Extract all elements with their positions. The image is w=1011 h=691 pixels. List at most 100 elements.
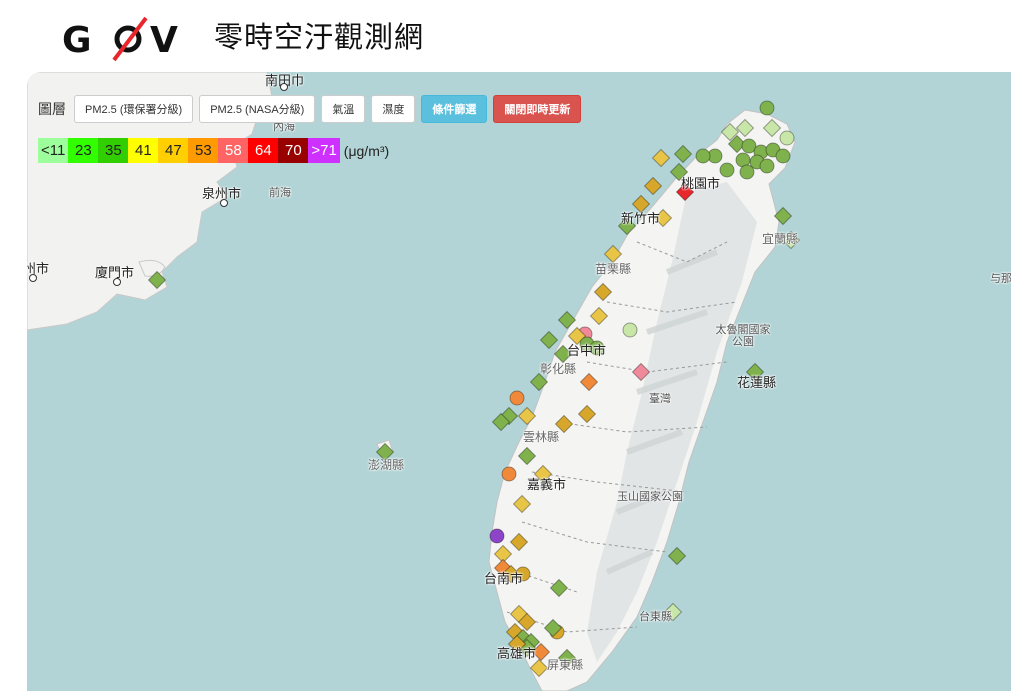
layer-label: 圖層	[38, 101, 66, 117]
map-label-qianhai: 前海	[269, 187, 291, 199]
map-label-chiayi: 嘉義市	[527, 477, 567, 492]
sensor-marker[interactable]	[779, 130, 795, 146]
sensor-marker[interactable]	[589, 306, 609, 326]
sensor-marker[interactable]	[509, 390, 525, 406]
sensor-marker[interactable]	[531, 642, 551, 662]
sensor-marker[interactable]	[622, 322, 638, 338]
legend-swatch-6: 58	[218, 138, 249, 163]
sensor-marker[interactable]	[517, 612, 537, 632]
sensor-marker[interactable]	[673, 144, 693, 164]
sensor-marker[interactable]	[651, 148, 671, 168]
map-label-yonaguni: 与那	[990, 273, 1011, 285]
sensor-marker[interactable]	[579, 372, 599, 392]
map-label-taichung: 台中市	[567, 343, 607, 358]
pm25-nasa-button[interactable]: PM2.5 (NASA分級)	[199, 95, 316, 123]
city-dot-top	[280, 83, 288, 91]
sensor-marker[interactable]	[529, 372, 549, 392]
map-label-taitung: 台東縣	[639, 611, 672, 623]
sensor-marker[interactable]	[762, 118, 782, 138]
sensor-marker[interactable]	[529, 658, 549, 678]
legend-swatch-9: >71	[308, 138, 340, 163]
map-label-yunlin: 雲林縣	[523, 430, 560, 444]
sensor-markers[interactable]	[147, 100, 801, 678]
sensor-marker[interactable]	[675, 182, 695, 202]
sensor-marker[interactable]	[720, 122, 740, 142]
humidity-button[interactable]: 濕度	[371, 95, 416, 123]
map-label-quanzhou: 泉州市	[202, 186, 242, 201]
svg-text:G: G	[62, 20, 92, 61]
sensor-marker[interactable]	[781, 230, 801, 250]
legend-swatch-4: 47	[158, 138, 189, 163]
sensor-marker[interactable]	[735, 118, 755, 138]
svg-text:V: V	[150, 20, 178, 61]
sensor-marker[interactable]	[739, 164, 755, 180]
map-canvas[interactable]	[27, 72, 1011, 691]
sensor-marker[interactable]	[663, 602, 683, 622]
map-label-top-city: 南田巾	[265, 73, 305, 88]
sensor-marker[interactable]	[759, 100, 775, 116]
app-header: G V 零時空汙觀測網	[0, 0, 1011, 72]
legend-swatch-1: 23	[68, 138, 99, 163]
legend-unit: (μg/m³)	[343, 142, 390, 159]
map-label-yushan: 玉山國家公園	[617, 491, 683, 503]
sensor-marker[interactable]	[667, 546, 687, 566]
sensor-marker[interactable]	[507, 634, 527, 654]
legend-swatch-5: 53	[188, 138, 219, 163]
sensor-marker[interactable]	[603, 244, 623, 264]
pm25-epa-button[interactable]: PM2.5 (環保署分級)	[74, 95, 194, 123]
legend-swatch-0: <11	[38, 138, 69, 163]
sensor-marker[interactable]	[533, 464, 553, 484]
mountain-ridges	[605, 249, 719, 575]
sensor-marker[interactable]	[643, 176, 663, 196]
legend-swatch-8: 70	[278, 138, 309, 163]
map-label-miaoli: 苗栗縣	[595, 262, 632, 276]
sensor-marker[interactable]	[501, 564, 521, 584]
sensor-marker[interactable]	[727, 134, 747, 154]
sensor-marker[interactable]	[517, 406, 537, 426]
sensor-marker[interactable]	[512, 494, 532, 514]
sensor-marker[interactable]	[617, 216, 637, 236]
sensor-marker[interactable]	[515, 566, 531, 582]
stop-realtime-update-button[interactable]: 關閉即時更新	[493, 95, 582, 123]
sensor-marker[interactable]	[593, 282, 613, 302]
sensor-marker[interactable]	[493, 544, 513, 564]
map-label-kaohsiung: 高雄市	[497, 646, 537, 661]
sensor-marker[interactable]	[543, 618, 563, 638]
sensor-marker[interactable]	[147, 270, 167, 290]
sensor-marker[interactable]	[549, 578, 569, 598]
sensor-marker[interactable]	[517, 446, 537, 466]
sensor-marker[interactable]	[557, 310, 577, 330]
sensor-marker[interactable]	[773, 206, 793, 226]
sensor-marker[interactable]	[719, 162, 735, 178]
sensor-marker[interactable]	[775, 148, 791, 164]
sensor-marker[interactable]	[653, 208, 673, 228]
sensor-marker[interactable]	[577, 404, 597, 424]
sensor-marker[interactable]	[553, 344, 573, 364]
sensor-marker[interactable]	[554, 414, 574, 434]
sensor-marker[interactable]	[557, 648, 577, 668]
sensor-marker[interactable]	[631, 362, 651, 382]
map-label-taiwan: 臺灣	[649, 393, 671, 405]
sensor-marker[interactable]	[745, 362, 765, 382]
sensor-marker[interactable]	[669, 162, 689, 182]
map-view[interactable]: 南田巾 內海 泉州市 前海 州市 廈門市 桃園市 新竹市 苗栗縣 宜蘭縣 台中市…	[27, 72, 1011, 691]
sensor-marker[interactable]	[589, 340, 605, 356]
central-mountains	[587, 182, 757, 662]
map-label-pingtung: 屏東縣	[547, 658, 584, 672]
sensor-marker[interactable]	[695, 148, 711, 164]
legend-swatch-2: 35	[98, 138, 129, 163]
sensor-marker[interactable]	[539, 330, 559, 350]
sensor-marker[interactable]	[741, 138, 757, 154]
temperature-button[interactable]: 氣溫	[321, 95, 366, 123]
gov-logo[interactable]: G V	[62, 14, 202, 62]
filter-button[interactable]: 條件篩選	[421, 95, 488, 123]
sensor-marker[interactable]	[489, 528, 505, 544]
sensor-marker[interactable]	[509, 532, 529, 552]
sensor-marker[interactable]	[501, 466, 517, 482]
sensor-marker[interactable]	[491, 412, 511, 432]
legend-swatch-7: 64	[248, 138, 279, 163]
sensor-marker[interactable]	[759, 158, 775, 174]
map-label-neihai: 內海	[273, 121, 295, 133]
sensor-marker[interactable]	[375, 442, 395, 462]
sensor-marker[interactable]	[631, 194, 651, 214]
